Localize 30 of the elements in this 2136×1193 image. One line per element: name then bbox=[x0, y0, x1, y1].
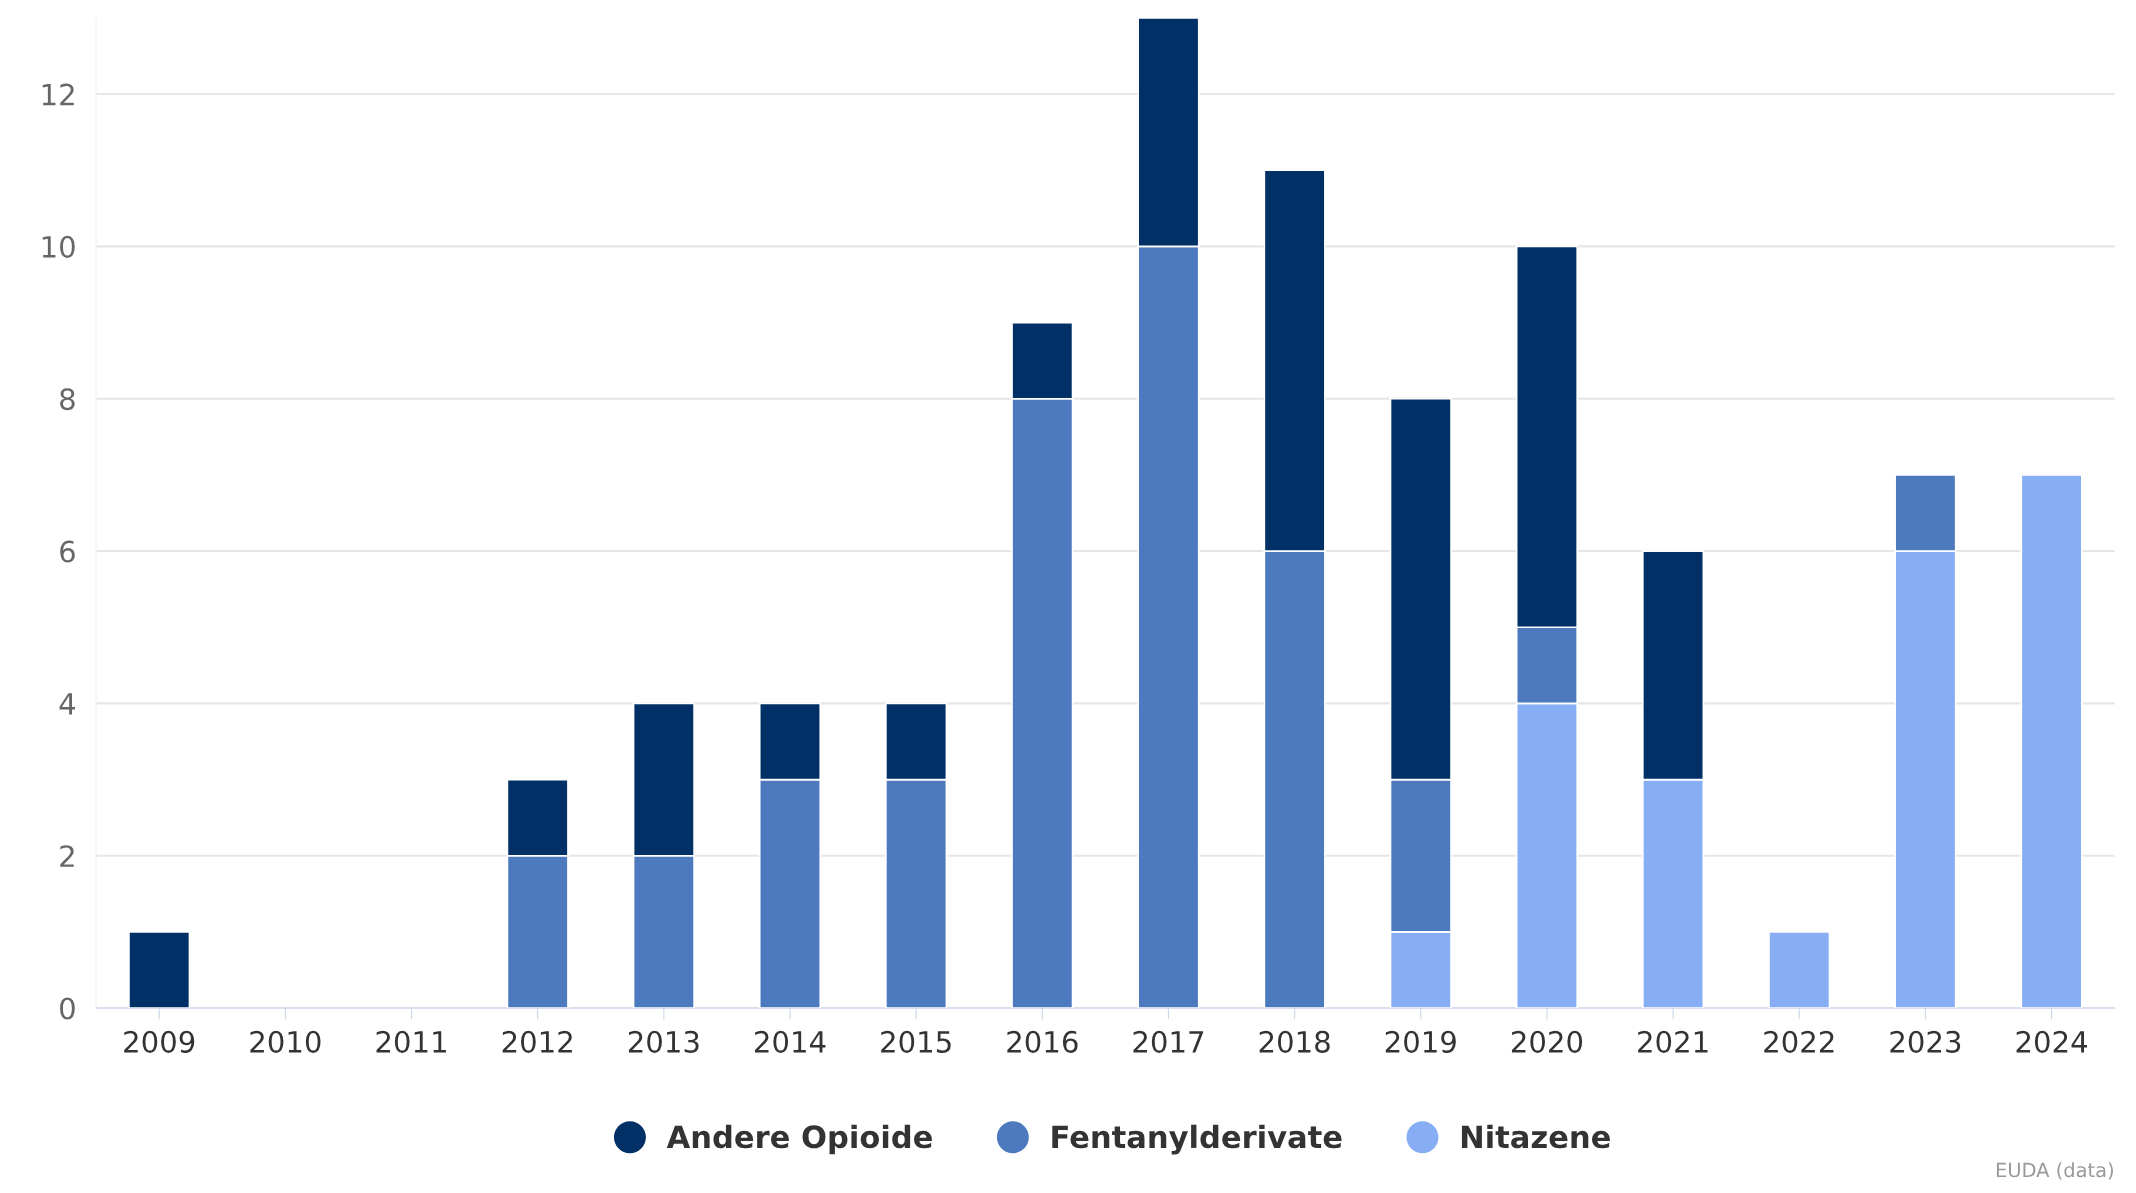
legend-label: Andere Opioide bbox=[666, 1124, 932, 1155]
x-tick-label: 2012 bbox=[502, 1030, 572, 1053]
x-tick-label: 2011 bbox=[376, 1030, 446, 1053]
text: EUDA (data) bbox=[1996, 1162, 2113, 1180]
bar bbox=[128, 931, 191, 1009]
y-tick-label: 4 bbox=[59, 693, 76, 715]
x-tick-label: 2016 bbox=[1007, 1030, 1078, 1053]
y-tick-label: 8 bbox=[60, 388, 75, 411]
y-tick-label: 10 bbox=[42, 235, 75, 258]
x-tick-label: 2021 bbox=[1638, 1030, 1708, 1053]
legend-label: Fentanylderivate bbox=[1052, 1124, 1342, 1155]
x-tick-label: 2023 bbox=[1890, 1030, 1961, 1053]
bar bbox=[1768, 931, 1831, 1009]
legend-label: Nitazene bbox=[1461, 1124, 1610, 1149]
x-tick-label: 2020 bbox=[1511, 1030, 1583, 1053]
y-tick-label: 6 bbox=[60, 540, 75, 563]
x-tick-label: 2013 bbox=[628, 1030, 699, 1053]
x-tick-label: 2018 bbox=[1259, 1030, 1330, 1053]
x-tick-label: 2019 bbox=[1385, 1030, 1456, 1053]
y-tick-label: 0 bbox=[60, 997, 75, 1020]
x-tick-label: 2022 bbox=[1764, 1030, 1834, 1053]
x-tick-label: 2017 bbox=[1133, 1030, 1204, 1053]
x-tick-label: 2024 bbox=[2016, 1030, 2088, 1053]
y-tick-label: 12 bbox=[42, 83, 74, 106]
x-tick-label: 2010 bbox=[250, 1030, 321, 1053]
x-tick-label: 2014 bbox=[755, 1030, 826, 1053]
y-tick-label: 2 bbox=[60, 845, 74, 867]
x-tick-label: 2015 bbox=[881, 1030, 951, 1053]
bar bbox=[2020, 474, 2083, 1009]
x-tick-label: 2009 bbox=[124, 1030, 195, 1053]
